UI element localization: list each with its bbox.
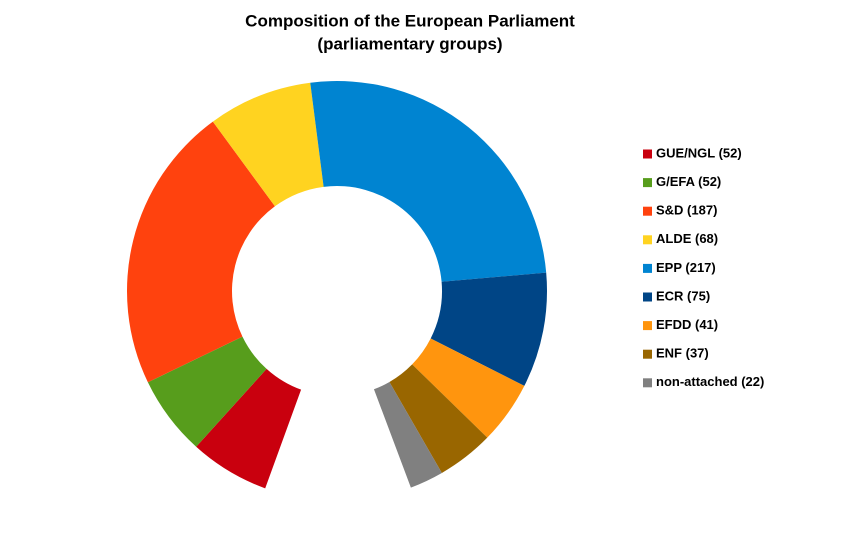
legend-label: EFDD (41)	[656, 317, 718, 332]
chart-subtitle: (parliamentary groups)	[317, 34, 502, 53]
donut-segment	[412, 338, 525, 438]
donut-segment	[430, 272, 547, 386]
donut-segment	[373, 381, 442, 488]
legend-swatch	[643, 206, 652, 216]
legend-swatch	[643, 349, 652, 359]
donut-segment	[147, 336, 267, 447]
legend-label: S&D (187)	[656, 203, 717, 218]
donut-segment	[127, 121, 275, 383]
legend-swatch	[643, 321, 652, 331]
chart-title: Composition of the European Parliament	[245, 11, 575, 30]
legend-swatch	[643, 178, 652, 188]
legend-label: G/EFA (52)	[656, 174, 721, 189]
legend-label: EPP (217)	[656, 260, 716, 275]
donut-segment	[389, 364, 488, 473]
legend-swatch	[643, 235, 652, 245]
legend-swatch	[643, 149, 652, 159]
legend-label: ECR (75)	[656, 288, 710, 303]
legend-swatch	[643, 378, 652, 388]
donut-segment	[196, 368, 302, 489]
legend-label: ENF (37)	[656, 346, 709, 361]
legend-label: GUE/NGL (52)	[656, 145, 742, 160]
legend-swatch	[643, 292, 652, 302]
donut-segment	[310, 81, 547, 282]
donut-segment	[212, 82, 324, 207]
legend-swatch	[643, 263, 652, 273]
legend-label: ALDE (68)	[656, 231, 718, 246]
legend-label: non-attached (22)	[656, 374, 764, 389]
